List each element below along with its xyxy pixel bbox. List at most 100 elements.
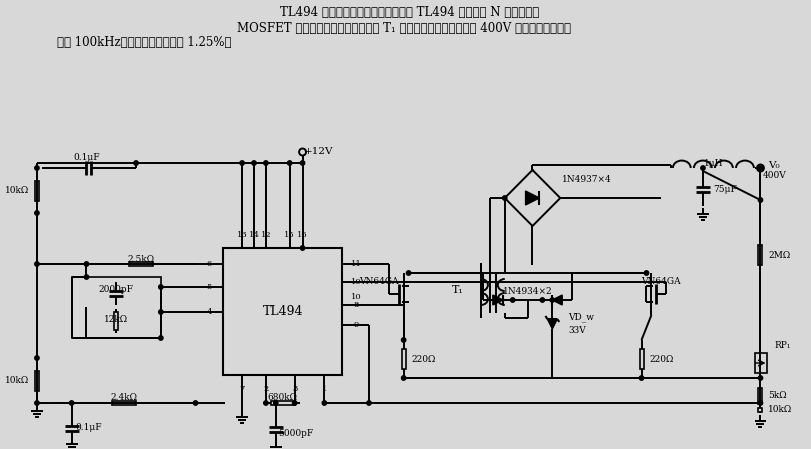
Text: +12V: +12V <box>303 146 333 155</box>
Text: 13: 13 <box>237 231 247 239</box>
Circle shape <box>503 196 507 200</box>
Circle shape <box>264 401 268 405</box>
Circle shape <box>35 356 39 360</box>
Circle shape <box>84 275 88 279</box>
Circle shape <box>758 198 762 202</box>
Text: 15: 15 <box>285 231 295 239</box>
Circle shape <box>322 401 327 405</box>
Polygon shape <box>493 295 503 305</box>
Text: 220Ω: 220Ω <box>411 355 436 364</box>
Bar <box>35 180 39 201</box>
Text: 400V: 400V <box>762 172 786 180</box>
Circle shape <box>550 298 555 302</box>
Circle shape <box>758 166 762 170</box>
Text: 12: 12 <box>260 231 271 239</box>
Circle shape <box>251 161 256 165</box>
Circle shape <box>193 401 198 405</box>
Text: TL494: TL494 <box>263 305 303 318</box>
Text: 10kΩ: 10kΩ <box>5 186 29 195</box>
Text: 2: 2 <box>264 385 268 393</box>
Text: 1N4937×4: 1N4937×4 <box>562 176 611 185</box>
Circle shape <box>159 336 163 340</box>
Text: VD_w: VD_w <box>569 313 594 322</box>
Text: 2000pF: 2000pF <box>99 285 134 294</box>
Bar <box>754 353 767 373</box>
Text: 5000pF: 5000pF <box>278 428 313 437</box>
Polygon shape <box>552 295 562 305</box>
Text: 1N4934×2: 1N4934×2 <box>503 287 552 296</box>
Text: RP₁: RP₁ <box>775 340 791 349</box>
Circle shape <box>401 338 406 342</box>
Circle shape <box>35 262 39 266</box>
Circle shape <box>293 401 297 405</box>
Circle shape <box>639 376 644 380</box>
Circle shape <box>264 161 268 165</box>
Text: 10kΩ: 10kΩ <box>768 405 792 414</box>
Circle shape <box>406 271 411 275</box>
Polygon shape <box>547 319 557 329</box>
Circle shape <box>84 262 88 266</box>
Text: 10: 10 <box>351 293 362 301</box>
Circle shape <box>159 285 163 289</box>
Text: 率约 100kHz，输出电压调整率为 1.25%。: 率约 100kHz，输出电压调整率为 1.25%。 <box>57 36 231 49</box>
Text: 1μH: 1μH <box>704 158 723 167</box>
Text: T₁: T₁ <box>453 285 464 295</box>
Circle shape <box>240 161 244 165</box>
Circle shape <box>35 166 39 170</box>
Text: 220Ω: 220Ω <box>650 355 674 364</box>
Text: 12kΩ: 12kΩ <box>104 314 128 323</box>
Text: 5: 5 <box>207 283 212 291</box>
Circle shape <box>70 401 74 405</box>
Text: MOSFET 推挽工作，通过开关变压器 T₁ 升压，再经整流滤波获得 400V 输出电压。开关频: MOSFET 推挽工作，通过开关变压器 T₁ 升压，再经整流滤波获得 400V … <box>237 22 571 35</box>
Text: 2.4kΩ: 2.4kΩ <box>110 393 137 402</box>
Text: 11: 11 <box>350 260 362 268</box>
Text: 2.5kΩ: 2.5kΩ <box>127 255 155 264</box>
Polygon shape <box>526 191 539 205</box>
Bar <box>758 245 762 265</box>
Circle shape <box>134 161 138 165</box>
Circle shape <box>287 161 292 165</box>
Circle shape <box>701 166 705 170</box>
Text: 9: 9 <box>354 321 358 329</box>
Text: 3: 3 <box>292 385 298 393</box>
Bar <box>758 387 762 405</box>
Bar <box>401 349 406 369</box>
Bar <box>640 349 643 369</box>
Text: 8: 8 <box>354 301 358 309</box>
Text: 33V: 33V <box>569 326 586 335</box>
Circle shape <box>273 401 278 405</box>
Text: 10kΩ: 10kΩ <box>5 376 29 385</box>
Circle shape <box>300 161 305 165</box>
Circle shape <box>644 271 649 275</box>
Bar <box>114 312 118 330</box>
Text: 10: 10 <box>351 278 362 286</box>
Text: 16: 16 <box>298 231 308 239</box>
Bar <box>35 370 39 391</box>
Circle shape <box>35 211 39 215</box>
Text: VN64GA: VN64GA <box>642 277 681 286</box>
Bar <box>223 248 342 375</box>
Bar <box>112 401 135 405</box>
Bar <box>758 408 762 412</box>
Bar <box>71 277 161 338</box>
Text: 7: 7 <box>239 385 245 393</box>
Circle shape <box>35 401 39 405</box>
Bar <box>129 262 153 266</box>
Text: VN64GA: VN64GA <box>359 277 399 286</box>
Circle shape <box>401 376 406 380</box>
Text: 680kΩ: 680kΩ <box>268 393 298 402</box>
Bar <box>271 401 294 405</box>
Text: V₀: V₀ <box>769 160 780 170</box>
Text: TL494 构成的高压电源电路。电路由 TL494 驱动两个 N 沟道的功率: TL494 构成的高压电源电路。电路由 TL494 驱动两个 N 沟道的功率 <box>280 6 539 19</box>
Circle shape <box>540 298 544 302</box>
Text: 6: 6 <box>207 260 212 268</box>
Text: 0.1μF: 0.1μF <box>75 423 102 432</box>
Text: 14: 14 <box>248 231 260 239</box>
Circle shape <box>300 246 305 250</box>
Text: 5kΩ: 5kΩ <box>768 392 787 401</box>
Text: 1: 1 <box>322 385 327 393</box>
Text: 4: 4 <box>207 308 212 316</box>
Text: 75μF: 75μF <box>713 185 736 194</box>
Circle shape <box>510 298 515 302</box>
Circle shape <box>367 401 371 405</box>
